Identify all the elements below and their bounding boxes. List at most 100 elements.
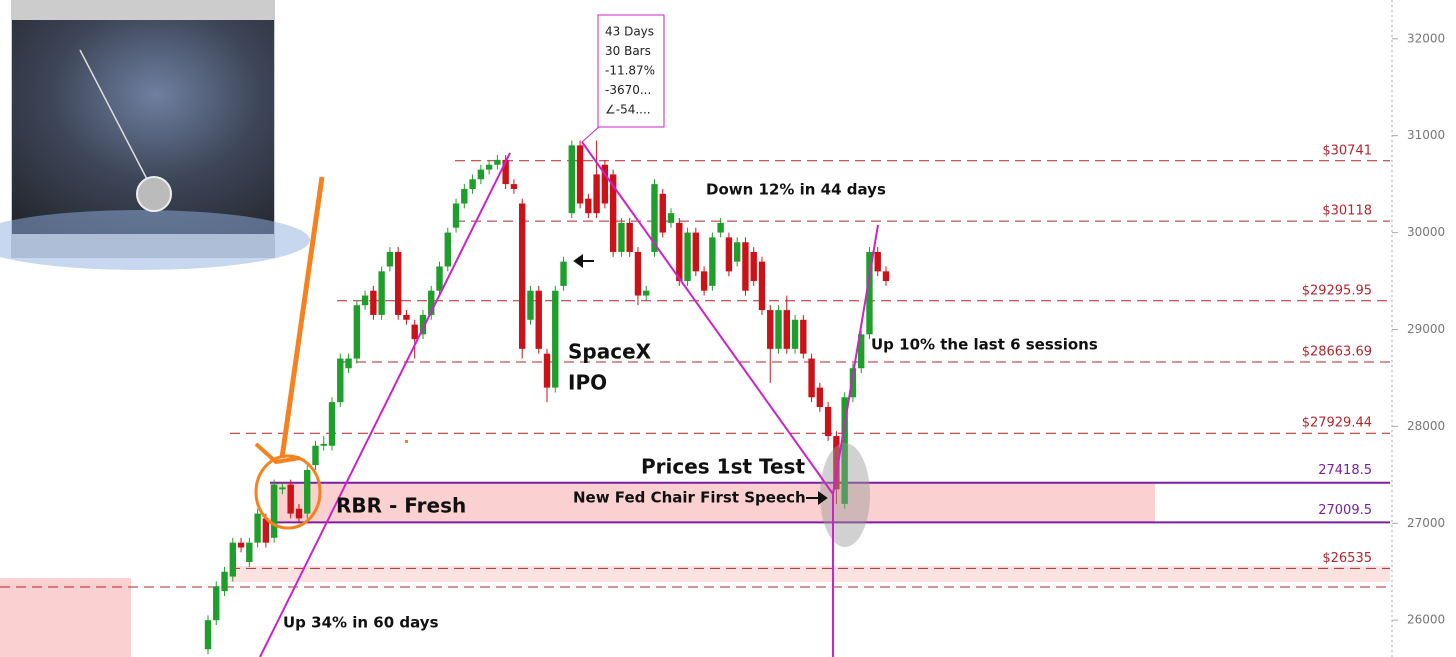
circle (254, 454, 322, 530)
candle-body (725, 237, 733, 272)
candle-body (304, 469, 311, 514)
y-tick-label: 28000 (1407, 419, 1445, 433)
candle-body (593, 174, 600, 214)
candle-body (767, 310, 774, 349)
candle-body (568, 145, 576, 214)
arrow-head (254, 442, 301, 465)
candle-body (717, 222, 724, 233)
zone-label: 27418.5 (1318, 463, 1372, 478)
candle-body (279, 487, 286, 490)
candle-body (403, 314, 410, 320)
candle-body (651, 184, 658, 252)
candle-body (428, 290, 435, 315)
measure-line: 30 Bars (605, 44, 651, 58)
candle-body (345, 358, 352, 369)
annotation: Up 34% in 60 days (283, 614, 439, 632)
measure-line: ∠-54.... (605, 103, 651, 117)
level-label: $27929.44 (1302, 416, 1372, 431)
candle-body (221, 571, 228, 592)
candle-body (237, 542, 245, 548)
orange-markers (254, 176, 325, 530)
candle-body (543, 353, 551, 388)
candle-body (510, 184, 518, 189)
candle-body (229, 542, 237, 577)
candle-body (709, 237, 716, 286)
candle-body (585, 198, 592, 214)
candle-body (684, 232, 691, 282)
candle-body (874, 251, 881, 272)
trend-line (259, 152, 511, 657)
candle-body (436, 266, 443, 291)
y-tick-label: 29000 (1407, 322, 1445, 336)
y-tick-label: 27000 (1407, 516, 1445, 530)
supply-zone (0, 578, 131, 657)
arrow-head (818, 491, 828, 505)
candle-body (386, 251, 394, 267)
measure-line: 43 Days (605, 25, 654, 39)
level-label: $30741 (1322, 143, 1372, 158)
candle-body (295, 508, 303, 519)
annotation: SpaceX (568, 340, 652, 364)
candle-body (353, 305, 361, 359)
annotation: IPO (568, 371, 607, 395)
candle-body (783, 310, 790, 349)
candle-body (791, 319, 799, 349)
level-label: $28663.69 (1302, 345, 1372, 360)
candle-body (527, 290, 534, 320)
candle-body (213, 586, 220, 621)
candle-body (601, 164, 609, 204)
candle-body (535, 290, 542, 349)
arrow-head (573, 254, 583, 268)
candle-body (833, 436, 840, 490)
measure-line: -11.87% (605, 64, 655, 78)
candle-body (576, 145, 584, 204)
candle-body (609, 174, 617, 252)
candle-body (254, 513, 261, 543)
candle-body (634, 251, 642, 296)
annotation: Prices 1st Test (641, 455, 805, 479)
arrows (573, 254, 828, 505)
candle-body (419, 314, 427, 335)
candle-body (494, 159, 501, 165)
candle-body (560, 261, 567, 286)
candle-body (378, 271, 385, 315)
candle-body (800, 319, 807, 354)
candle-body (882, 271, 890, 282)
candle-body (287, 484, 294, 514)
candle-body (742, 242, 749, 291)
annotation: Down 12% in 44 days (706, 181, 886, 199)
candle-body (849, 368, 857, 398)
candle-body (866, 251, 873, 335)
candle-body (692, 232, 700, 272)
y-tick-label: 31000 (1407, 128, 1445, 142)
level-label: $26535 (1322, 551, 1372, 566)
candle-body (361, 295, 369, 306)
candle-body (270, 484, 278, 538)
level-label: $29295.95 (1302, 283, 1372, 298)
measure-line: -3670... (605, 83, 651, 97)
y-axis: 26000 27000 28000 29000 30000 31000 32000 (1392, 31, 1445, 627)
candle-body (502, 159, 509, 185)
measure-text: 43 Days 30 Bars -11.87% -3670... ∠-54.... (605, 25, 655, 117)
candle-body (477, 169, 485, 180)
annotation: New Fed Chair First Speech (573, 489, 806, 507)
highlight (820, 443, 870, 547)
candle-body (626, 222, 633, 252)
candle-body (461, 188, 468, 204)
earth (0, 210, 310, 270)
candle-body (485, 164, 493, 170)
chain (79, 49, 151, 186)
candle-body (552, 290, 559, 388)
zone-label: 27009.5 (1318, 503, 1372, 518)
zones (0, 566, 1390, 657)
candle-body (337, 358, 344, 403)
levels: $30741 $30118 $29295.95 $28663.69 $27929.44 $… (230, 143, 1390, 569)
candle-body (824, 406, 832, 437)
candle-body (775, 310, 782, 349)
candle-body (312, 445, 319, 466)
trend-line (832, 224, 879, 495)
candle-body (700, 271, 708, 291)
candle-body (320, 443, 327, 446)
y-tick-label: 30000 (1407, 225, 1445, 239)
annotation: Up 10% the last 6 sessions (871, 336, 1098, 354)
